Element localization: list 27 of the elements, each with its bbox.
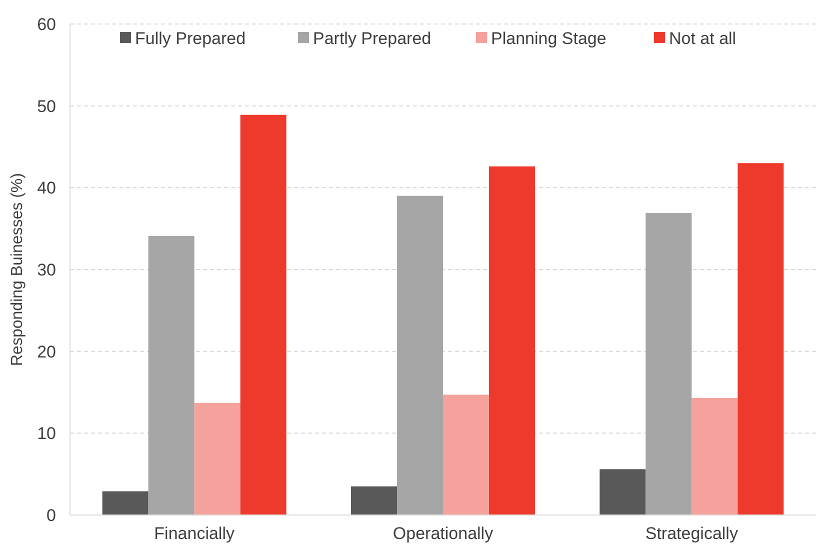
bar — [646, 213, 692, 515]
bar — [489, 166, 536, 515]
bar — [443, 394, 490, 515]
legend-label: Not at all — [669, 28, 736, 48]
bar — [692, 398, 738, 515]
bar — [240, 114, 286, 515]
y-tick-label: 30 — [37, 260, 56, 280]
legend-label: Fully Prepared — [135, 28, 246, 48]
legend-label: Planning Stage — [491, 28, 606, 48]
bar — [194, 402, 240, 515]
y-tick-label: 40 — [37, 178, 56, 198]
y-tick-label: 0 — [46, 506, 56, 525]
x-tick-label: Operationally — [392, 524, 494, 543]
y-tick-label: 20 — [37, 342, 56, 362]
y-tick-label: 60 — [37, 14, 56, 34]
bar — [396, 196, 443, 515]
y-tick-label: 50 — [37, 96, 56, 116]
y-tick-label: 10 — [37, 424, 56, 444]
y-axis-title: Responding Buinesses (%) — [9, 173, 26, 366]
x-tick-label: Financially — [154, 524, 235, 543]
bar — [350, 486, 397, 515]
bar — [738, 163, 784, 515]
legend-label: Partly Prepared — [313, 28, 432, 48]
bar — [600, 469, 646, 515]
bar — [102, 491, 148, 515]
bar — [148, 236, 194, 515]
x-tick-label: Strategically — [645, 524, 738, 543]
